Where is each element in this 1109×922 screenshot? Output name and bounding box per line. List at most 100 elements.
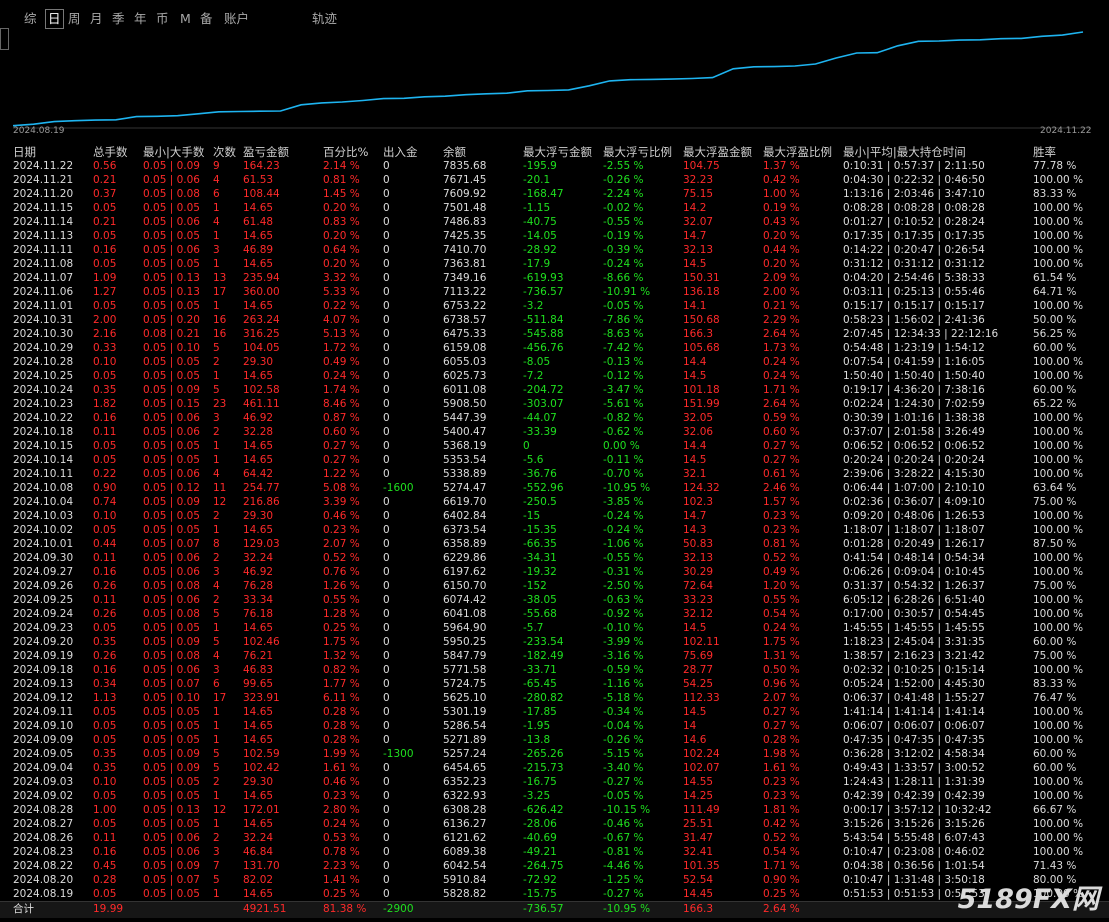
cell: -33.71 (523, 664, 557, 676)
cell: 2024.10.30 (13, 328, 74, 340)
cell: 0:10:47 | 0:23:08 | 0:46:02 (843, 846, 985, 858)
cell: 2024.11.13 (13, 230, 74, 242)
cell: 9 (213, 160, 220, 172)
cell: 1 (213, 818, 220, 830)
tab[interactable]: 月 (90, 11, 103, 26)
cell: 0 (383, 846, 390, 858)
cell: 0.42 % (763, 818, 800, 830)
cell: 5.33 % (323, 286, 360, 298)
tab[interactable]: 日 (45, 9, 64, 29)
cell: 1.00 % (763, 188, 800, 200)
cell: 102.07 (683, 762, 720, 774)
side-handle (0, 28, 9, 50)
cell: 100.00 % (1033, 846, 1084, 858)
tab[interactable]: 轨迹 (312, 11, 338, 26)
cell: -0.24 % (603, 258, 644, 270)
cell: 164.23 (243, 160, 280, 172)
cell: 5 (213, 342, 220, 354)
cell: 2024.10.14 (13, 454, 74, 466)
cell: 0.05 | 0.05 (143, 706, 200, 718)
tab[interactable]: 币 (156, 11, 169, 26)
cell: 0.35 (93, 748, 117, 760)
cell: 0.83 % (323, 216, 360, 228)
cell: 254.77 (243, 482, 280, 494)
cell: 0.21 (93, 216, 117, 228)
cell: 0.05 | 0.05 (143, 818, 200, 830)
cell: 5 (213, 874, 220, 886)
cell: 1.74 % (323, 384, 360, 396)
cell: 0 (383, 734, 390, 746)
cell: 100.00 % (1033, 720, 1084, 732)
tab[interactable]: 季 (112, 11, 125, 26)
cell: 100.00 % (1033, 832, 1084, 844)
cell: 2024.11.08 (13, 258, 74, 270)
cell: -8.63 % (603, 328, 644, 340)
cell: -5.15 % (603, 748, 644, 760)
cell: -0.10 % (603, 622, 644, 634)
cell: 5847.79 (443, 650, 487, 662)
cell: 150.31 (683, 272, 720, 284)
cell: -2.24 % (603, 188, 644, 200)
cell: -34.31 (523, 552, 557, 564)
cell: -0.12 % (603, 370, 644, 382)
cell: 0.27 % (763, 454, 800, 466)
cell: 0 (383, 300, 390, 312)
cell: -0.27 % (603, 776, 644, 788)
cell: 100.00 % (1033, 216, 1084, 228)
cell: 14.1 (683, 300, 707, 312)
cell: 0.05 | 0.06 (143, 566, 200, 578)
column-header: 最大浮亏比例 (603, 145, 672, 159)
cell: 0 (383, 692, 390, 704)
cell: 316.25 (243, 328, 280, 340)
cell: 7671.45 (443, 174, 487, 186)
cell: 2024.09.05 (13, 748, 74, 760)
cell: -10.95 % (603, 482, 651, 494)
cell: 0:08:28 | 0:08:28 | 0:08:28 (843, 202, 985, 214)
cell: 46.83 (243, 664, 274, 676)
cell: 0:14:22 | 0:20:47 | 0:26:54 (843, 244, 985, 256)
cell: 6011.08 (443, 384, 487, 396)
cell: 0.53 % (323, 832, 360, 844)
cell: 6308.28 (443, 804, 487, 816)
cell: 5338.89 (443, 468, 487, 480)
tab[interactable]: M (180, 11, 191, 26)
cell: 60.00 % (1033, 636, 1077, 648)
cell: 1.57 % (763, 496, 800, 508)
cell: 2024.09.25 (13, 594, 74, 606)
tab[interactable]: 周 (68, 11, 81, 26)
cell: 83.33 % (1033, 678, 1077, 690)
cell: -0.04 % (603, 720, 644, 732)
cell: 0.05 | 0.05 (143, 440, 200, 452)
cell: 1 (213, 790, 220, 802)
cell: -0.55 % (603, 216, 644, 228)
cell: 0.28 % (323, 720, 360, 732)
tab[interactable]: 账户 (224, 11, 250, 26)
cell: 0.20 % (763, 230, 800, 242)
cell: 0.37 (93, 188, 117, 200)
cell: 6475.33 (443, 328, 487, 340)
cell: 0.05 (93, 370, 117, 382)
cell: 0.05 | 0.05 (143, 454, 200, 466)
tab[interactable]: 综 (24, 11, 37, 26)
cell: 6358.89 (443, 538, 487, 550)
cell: 5 (213, 608, 220, 620)
cell: 14.55 (683, 776, 714, 788)
cell: 0.05 | 0.09 (143, 860, 200, 872)
cell: 29.30 (243, 776, 274, 788)
cell: -38.05 (523, 594, 557, 606)
cell: 0.16 (93, 664, 117, 676)
cell: 29.30 (243, 510, 274, 522)
cell: 2024.10.31 (13, 314, 74, 326)
cell: 100.00 % (1033, 258, 1084, 270)
column-header: 最小|大手数 (143, 145, 205, 159)
tab[interactable]: 年 (134, 11, 147, 26)
cell: 0.00 % (603, 440, 640, 452)
cell: 2024.09.11 (13, 706, 74, 718)
tab[interactable]: 备 (200, 11, 213, 26)
cell: 2024.09.12 (13, 692, 74, 704)
cell: -5.61 % (603, 398, 644, 410)
cell: 5274.47 (443, 482, 487, 494)
cell: 61.48 (243, 216, 274, 228)
cell: 0 (383, 342, 390, 354)
cell: 0.10 (93, 356, 117, 368)
